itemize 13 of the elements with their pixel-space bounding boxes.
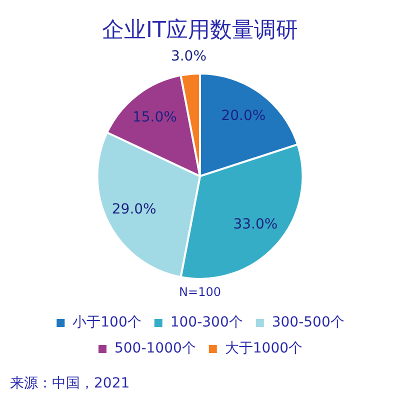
legend-label: 小于100个 [72,314,142,331]
data-label: 20.0% [221,108,266,124]
legend-label: 大于1000个 [224,340,303,357]
chart-title: 企业IT应用数量调研 [102,18,298,43]
legend-label: 100-300个 [170,314,243,331]
source-note: 来源：中国，2021 [10,376,130,392]
legend-label: 300-500个 [272,314,344,331]
data-label: 3.0% [170,48,207,65]
legend-label: 500-1000个 [114,340,196,357]
data-label: 29.0% [112,201,156,218]
text: N=100 [179,285,221,300]
data-label: 15.0% [132,109,177,126]
data-label: 33.0% [233,216,278,233]
